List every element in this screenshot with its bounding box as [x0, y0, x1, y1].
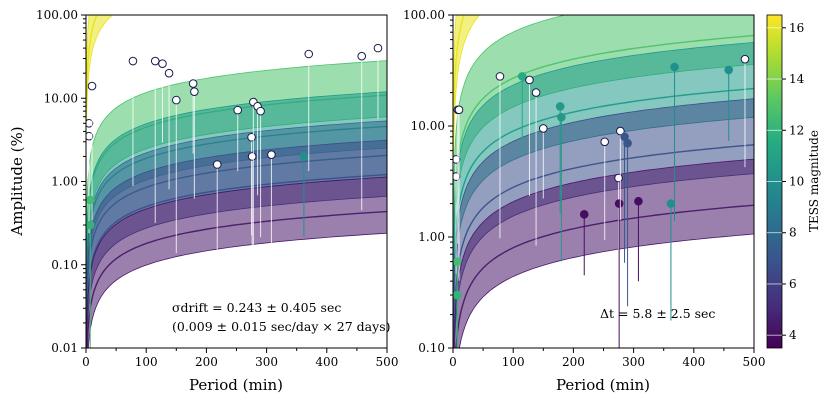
right-panel: 0 100 200 300 400 500 0.10 1.00 10.00 100.00 Peri…	[403, 8, 765, 394]
right-data-point	[525, 75, 534, 85]
colorbar-tick-label: 4	[789, 328, 797, 342]
left-data-point	[86, 220, 95, 230]
left-data-point	[373, 43, 383, 53]
left-data-point	[247, 152, 257, 161]
right-data-point	[579, 210, 589, 219]
right-data-point	[740, 54, 750, 64]
right-data-point	[614, 173, 623, 183]
left-data-point	[86, 131, 94, 141]
right-data-point	[454, 105, 464, 115]
right-data-point	[670, 62, 679, 72]
right-data-point	[666, 199, 676, 208]
left-points	[86, 43, 383, 348]
right-data-point	[600, 137, 610, 147]
left-x-tick-label: 0	[82, 355, 90, 369]
left-band-center-mag-6	[86, 173, 387, 331]
colorbar-tick-label: 14	[789, 72, 805, 86]
left-x-tick-label: 400	[315, 355, 338, 369]
colorbar-tick-label: 6	[789, 277, 797, 291]
left-data-point	[357, 51, 367, 61]
right-data-point	[555, 102, 565, 111]
right-data-point	[495, 72, 505, 81]
left-data-point	[299, 152, 309, 161]
colorbar-ticks: 4 6 8 10 12 14 16	[767, 21, 805, 342]
left-data-point	[86, 119, 94, 128]
right-x-tick-label: 0	[449, 355, 457, 369]
right-band-mag-16	[453, 15, 481, 157]
left-y-tick-label: 0.10	[51, 258, 78, 272]
colorbar-tick-label: 12	[789, 123, 804, 137]
right-y-tick-label: 100.00	[403, 8, 445, 22]
left-data-point	[188, 79, 198, 88]
left-data-point	[86, 195, 95, 205]
right-data-point	[724, 65, 734, 75]
right-band-center-mag-12	[453, 34, 754, 244]
right-band-center-mag-4	[455, 204, 754, 348]
left-data-point	[164, 68, 174, 78]
left-y-tick-label: 0.01	[51, 341, 78, 355]
left-panel: 0 100 200 300 400 5000.010.101.0010.00100.00 …	[8, 8, 398, 394]
right-x-tick-label: 200	[562, 355, 585, 369]
left-data-point	[267, 150, 276, 159]
left-data-point	[128, 56, 138, 66]
left-x-tick-label: 100	[135, 355, 158, 369]
left-data-point	[87, 81, 97, 91]
right-band-center-mag-10	[453, 87, 754, 297]
right-y-tick-label: 0.10	[418, 341, 445, 355]
colorbar: 4 6 8 10 12 14 16 TESS magnitude	[766, 14, 821, 349]
left-ticks: 0 100 200 300 400 500 0.01 0.10 1.00 10.00 100.00	[36, 8, 398, 369]
left-x-tick-label: 500	[376, 355, 399, 369]
left-x-tick-label: 200	[195, 355, 218, 369]
left-data-point	[150, 56, 160, 66]
right-x-axis-label: Period (min)	[556, 376, 650, 394]
left-data-point	[233, 105, 243, 115]
right-data-point	[557, 112, 566, 122]
colorbar-tick-label: 8	[789, 226, 797, 240]
right-y-tick-label: 10.00	[411, 119, 445, 133]
left-data-point	[172, 95, 181, 105]
left-y-tick-label: 100.00	[36, 8, 78, 22]
right-x-tick-label: 400	[682, 355, 705, 369]
right-data-point	[453, 290, 462, 300]
colorbar-label: TESS magnitude	[807, 130, 821, 232]
left-band-center-mag-4	[86, 210, 387, 348]
right-data-point	[616, 126, 625, 136]
right-data-point	[623, 138, 632, 148]
left-data-point	[190, 87, 199, 96]
right-points	[453, 54, 750, 348]
right-ticks: 0 100 200 300 400 500 0.10 1.00 10.00 100.00	[403, 8, 765, 369]
right-data-point	[453, 257, 462, 266]
right-x-tick-label: 100	[502, 355, 525, 369]
left-y-tick-label: 1.00	[51, 175, 78, 189]
left-data-point	[304, 49, 314, 59]
left-data-point	[212, 160, 222, 169]
right-data-point	[531, 88, 541, 97]
right-x-tick-label: 500	[743, 355, 766, 369]
left-band-mag-16	[86, 15, 114, 122]
right-annotation-line1: Δt = 5.8 ± 2.5 sec	[600, 306, 715, 321]
right-band-mag-4	[453, 158, 754, 348]
colorbar-tick-label: 10	[789, 175, 804, 189]
right-band-center-mag-6	[453, 144, 754, 348]
right-data-point	[517, 72, 527, 81]
right-data-point	[634, 196, 643, 206]
left-data-point	[158, 59, 167, 69]
left-x-axis-label: Period (min)	[189, 376, 283, 394]
right-x-tick-label: 300	[622, 355, 645, 369]
left-x-tick-label: 300	[255, 355, 278, 369]
left-data-point	[247, 132, 256, 142]
left-bands	[86, 15, 387, 348]
right-data-point	[539, 124, 548, 133]
right-y-tick-label: 1.00	[418, 230, 445, 244]
left-data-point	[256, 106, 265, 116]
left-annotation-line1: σdrift = 0.243 ± 0.405 sec	[172, 300, 341, 315]
left-y-axis-label: Amplitude (%)	[8, 126, 26, 236]
colorbar-tick-label: 16	[789, 21, 804, 35]
right-data-point	[614, 199, 624, 208]
left-band-mag-4	[86, 176, 387, 348]
left-annotation-line2: (0.009 ± 0.015 sec/day × 27 days)	[172, 319, 391, 334]
left-y-tick-label: 10.00	[44, 91, 78, 105]
